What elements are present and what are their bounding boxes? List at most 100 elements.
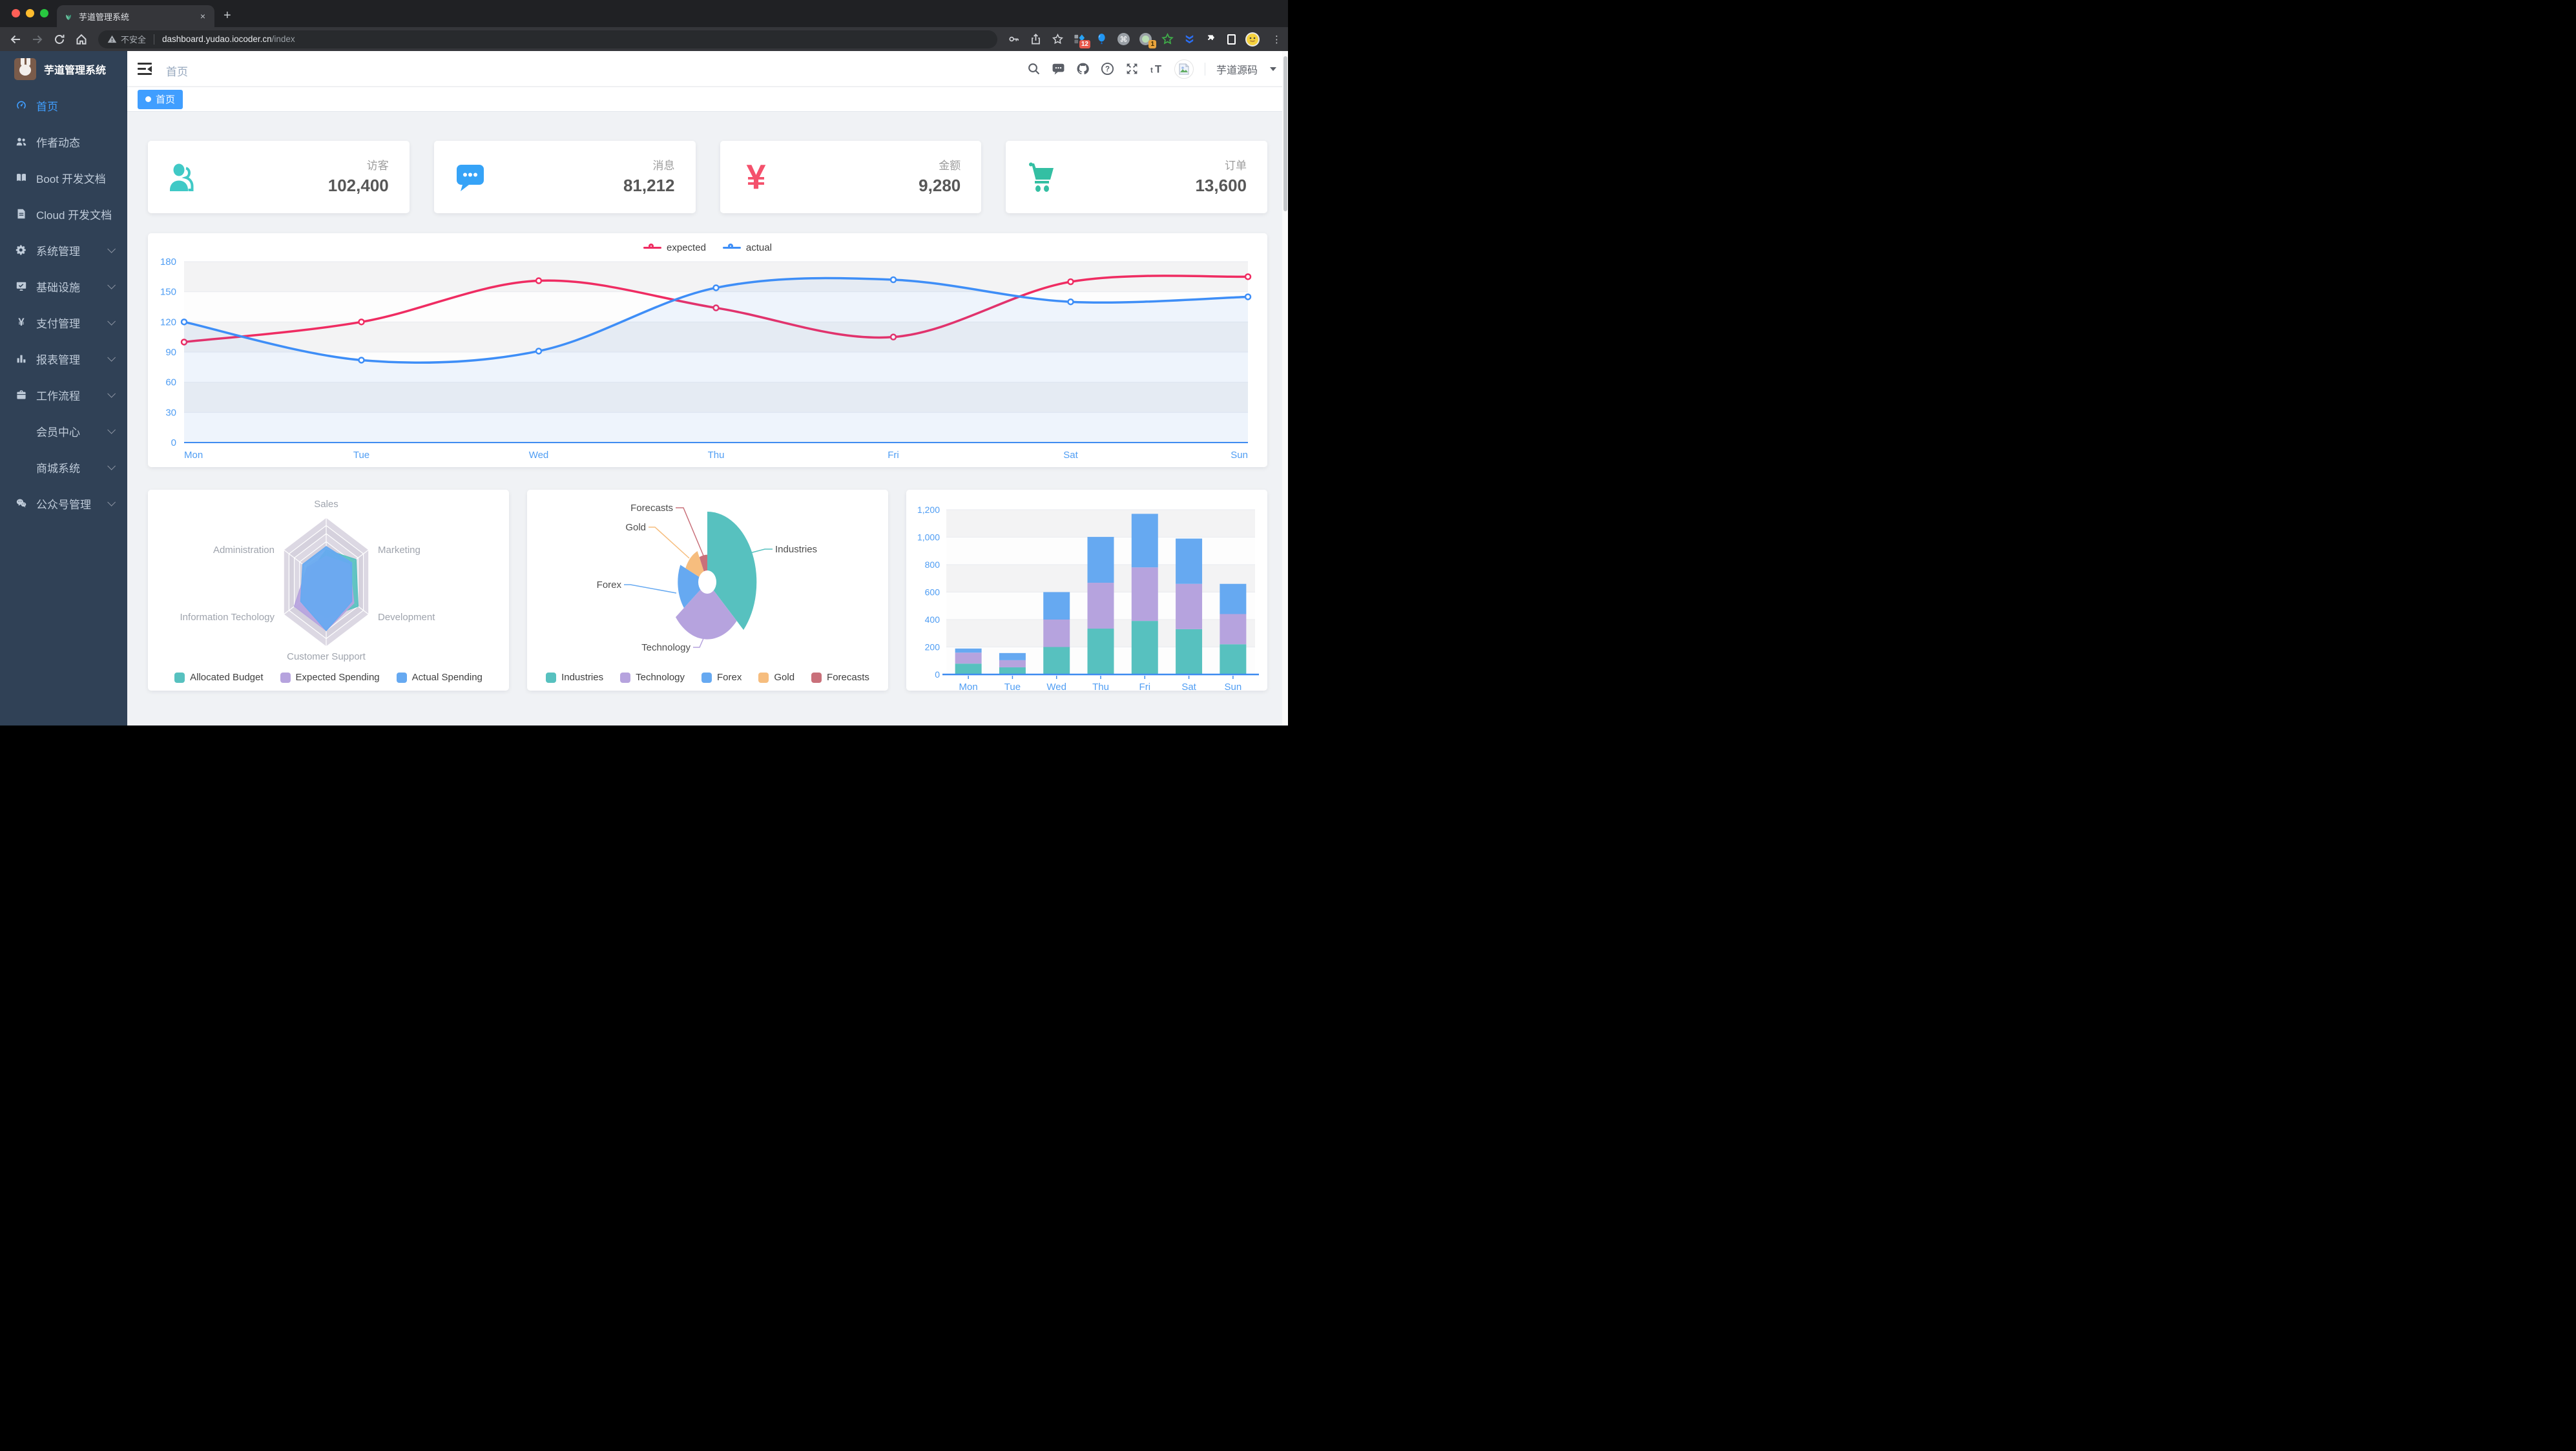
bar-segment bbox=[1087, 629, 1114, 674]
bar-segment bbox=[955, 648, 982, 653]
sidebar-item[interactable]: 首页 bbox=[0, 87, 127, 123]
stat-label: 订单 bbox=[1225, 160, 1247, 172]
radar-legend: Allocated Budget Expected Spending Actual … bbox=[148, 672, 509, 683]
forward-icon[interactable] bbox=[31, 33, 44, 46]
stat-card[interactable]: 消息 81,212 bbox=[433, 141, 696, 213]
browser-tab[interactable]: 芋道管理系统 × bbox=[57, 5, 214, 27]
sidebar-item[interactable]: 公众号管理 bbox=[0, 485, 127, 521]
legend-marker bbox=[643, 244, 662, 249]
legend-item[interactable]: Technology bbox=[620, 672, 685, 683]
scrollbar-thumb[interactable] bbox=[1283, 56, 1287, 211]
stat-label: 消息 bbox=[652, 160, 675, 172]
window-close-button[interactable] bbox=[12, 9, 20, 17]
password-key-icon[interactable] bbox=[1008, 33, 1020, 45]
gear-icon bbox=[16, 244, 27, 256]
sidebar-item[interactable]: ¥ 支付管理 bbox=[0, 304, 127, 340]
legend-item[interactable]: Forecasts bbox=[811, 672, 869, 683]
sidebar-item[interactable]: 会员中心 bbox=[0, 413, 127, 449]
browser-menu-icon[interactable]: ⋮ bbox=[1272, 34, 1282, 45]
sidebar-item-label: 首页 bbox=[36, 100, 58, 113]
line-chart-svg: 0 30 60 90 120 150 180 Mon Tue Wed Thu Fri Sat Sun bbox=[160, 256, 1252, 461]
sidebar-panel-icon[interactable] bbox=[1227, 34, 1236, 45]
legend-label: Technology bbox=[636, 672, 685, 683]
legend-item[interactable]: Allocated Budget bbox=[174, 672, 264, 683]
bar-segment bbox=[1220, 614, 1247, 645]
sidebar-item-label: 工作流程 bbox=[36, 390, 80, 402]
legend-item[interactable]: Forex bbox=[701, 672, 742, 683]
window-minimize-button[interactable] bbox=[26, 9, 34, 17]
user-avatar-broken-image[interactable] bbox=[1174, 59, 1194, 79]
user-menu-caret-icon[interactable] bbox=[1270, 67, 1276, 71]
legend-item[interactable]: actual bbox=[722, 242, 772, 253]
search-icon[interactable] bbox=[1027, 62, 1041, 76]
svg-text:Wed: Wed bbox=[529, 450, 549, 461]
sidebar-item[interactable]: 基础设施 bbox=[0, 268, 127, 304]
tab-title: 芋道管理系统 bbox=[79, 12, 130, 22]
sidebar-item-label: 作者动态 bbox=[36, 136, 80, 149]
sidebar-menu: 首页作者动态 Boot 开发文档 Cloud 开发文档 系统管理 基础设施 ¥ 支付管理 报表… bbox=[0, 87, 127, 521]
extension-recorder-icon[interactable]: 1 bbox=[1139, 33, 1156, 48]
svg-text:?: ? bbox=[1105, 66, 1110, 74]
bar-segment bbox=[1043, 647, 1070, 674]
logo-avatar bbox=[14, 58, 36, 80]
legend-label: Expected Spending bbox=[295, 672, 380, 683]
sidebar-item[interactable]: 作者动态 bbox=[0, 123, 127, 160]
line-legend: expected actual bbox=[148, 242, 1267, 253]
page-scrollbar[interactable] bbox=[1282, 51, 1288, 725]
chart-icon bbox=[16, 353, 27, 364]
extension-chevrons-icon[interactable] bbox=[1183, 33, 1196, 45]
legend-item[interactable]: expected bbox=[643, 242, 706, 253]
bar-segment bbox=[999, 652, 1026, 660]
svg-text:Tue: Tue bbox=[353, 450, 369, 461]
legend-item[interactable]: Gold bbox=[758, 672, 795, 683]
bar-segment bbox=[1043, 592, 1070, 620]
username[interactable]: 芋道源码 bbox=[1216, 65, 1258, 76]
svg-text:Forecasts: Forecasts bbox=[630, 503, 673, 514]
new-tab-button[interactable]: + bbox=[223, 8, 231, 23]
stat-card[interactable]: ¥ 金额 9,280 bbox=[720, 141, 982, 213]
sidebar-item[interactable]: Cloud 开发文档 bbox=[0, 196, 127, 232]
legend-item[interactable]: Expected Spending bbox=[280, 672, 380, 683]
pie-legend: Industries Technology Forex Gold Forecasts bbox=[527, 672, 888, 683]
sidebar-toggle-icon[interactable] bbox=[138, 62, 152, 75]
extension-command-icon[interactable]: ⌘ bbox=[1117, 33, 1130, 45]
legend-label: Industries bbox=[561, 672, 604, 683]
legend-item[interactable]: Actual Spending bbox=[396, 672, 483, 683]
extensions-puzzle-icon[interactable] bbox=[1205, 33, 1218, 45]
fullscreen-icon[interactable] bbox=[1125, 62, 1139, 76]
svg-text:Fri: Fri bbox=[888, 450, 899, 461]
chevron-down-icon bbox=[107, 389, 116, 398]
svg-text:90: 90 bbox=[165, 347, 176, 358]
extension-tab-manager-icon[interactable]: 12 bbox=[1074, 33, 1090, 48]
share-icon[interactable] bbox=[1030, 33, 1042, 45]
browser-profile-avatar[interactable] bbox=[1245, 32, 1260, 47]
tab-close-icon[interactable]: × bbox=[200, 11, 205, 21]
tag-home[interactable]: 首页 bbox=[138, 89, 183, 109]
message-icon[interactable] bbox=[1052, 62, 1065, 76]
legend-label: Forecasts bbox=[827, 672, 869, 683]
reload-icon[interactable] bbox=[53, 33, 66, 46]
legend-item[interactable]: Industries bbox=[546, 672, 603, 683]
help-question-icon[interactable]: ? bbox=[1101, 62, 1114, 76]
stat-card[interactable]: 访客 102,400 bbox=[148, 141, 410, 213]
legend-swatch bbox=[396, 672, 407, 683]
legend-swatch bbox=[174, 672, 185, 683]
stat-card[interactable]: 订单 13,600 bbox=[1006, 141, 1267, 213]
sidebar-item[interactable]: 商城系统 bbox=[0, 449, 127, 485]
address-bar[interactable]: 不安全 dashboard.yudao.iocoder.cn/index bbox=[98, 30, 997, 48]
shopping-icon bbox=[1024, 159, 1060, 195]
bookmark-star-icon[interactable] bbox=[1052, 33, 1064, 45]
extension-green-star-icon[interactable] bbox=[1161, 32, 1174, 45]
sidebar-item[interactable]: Boot 开发文档 bbox=[0, 160, 127, 196]
sidebar-item[interactable]: 系统管理 bbox=[0, 232, 127, 268]
extension-balloon-icon[interactable] bbox=[1096, 33, 1108, 45]
back-icon[interactable] bbox=[9, 33, 22, 46]
sidebar-logo[interactable]: 芋道管理系统 bbox=[0, 51, 127, 87]
top-navbar: 首页 ? bbox=[127, 51, 1288, 87]
sidebar-item[interactable]: 报表管理 bbox=[0, 340, 127, 377]
github-icon[interactable] bbox=[1076, 62, 1090, 76]
window-zoom-button[interactable] bbox=[40, 9, 48, 17]
sidebar-item[interactable]: 工作流程 bbox=[0, 377, 127, 413]
home-icon[interactable] bbox=[75, 33, 88, 46]
